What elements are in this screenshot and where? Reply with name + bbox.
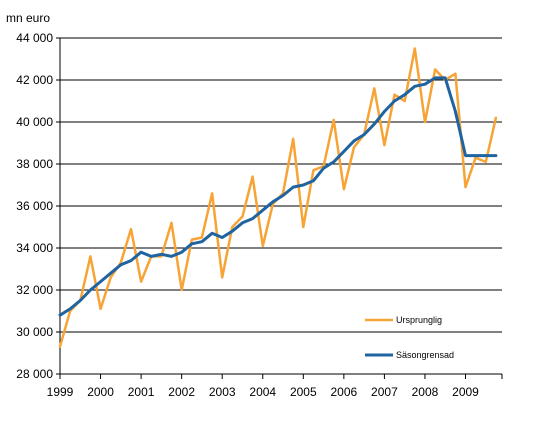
legend: Ursprunglig Säsongrensad <box>365 315 454 360</box>
legend-label-ursprunglig: Ursprunglig <box>396 315 442 325</box>
y-tick-label: 38 000 <box>16 157 53 171</box>
series-lines <box>58 47 498 348</box>
x-tick-label: 2003 <box>209 385 236 399</box>
y-tick-label: 32 000 <box>16 283 53 297</box>
x-tick-label: 2009 <box>452 385 479 399</box>
y-tick-labels: 28 000 30 000 32 000 34 000 36 000 38 000 40 0… <box>16 31 53 381</box>
y-tick-label: 30 000 <box>16 325 53 339</box>
y-tick-label: 34 000 <box>16 241 53 255</box>
series-line-sasongrensad <box>58 76 498 317</box>
y-tick-label: 42 000 <box>16 73 53 87</box>
y-unit-label: mn euro <box>6 11 50 25</box>
x-tick-label: 2007 <box>371 385 398 399</box>
axes <box>56 37 503 379</box>
legend-label-sasongrensad: Säsongrensad <box>396 350 454 360</box>
x-tick-label: 2000 <box>87 385 114 399</box>
y-tick-label: 40 000 <box>16 115 53 129</box>
x-tick-label: 2004 <box>249 385 276 399</box>
x-tick-label: 2006 <box>331 385 358 399</box>
x-tick-label: 2002 <box>168 385 195 399</box>
x-tick-labels: 1999 2000 2001 2002 2003 2004 2005 2006 2007 2008… <box>47 385 480 399</box>
y-tick-label: 36 000 <box>16 199 53 213</box>
y-tick-label: 44 000 <box>16 31 53 45</box>
x-tick-label: 2005 <box>290 385 317 399</box>
x-tick-label: 1999 <box>47 385 74 399</box>
x-tick-label: 2001 <box>128 385 155 399</box>
gridlines <box>60 37 502 333</box>
x-tick-label: 2008 <box>412 385 439 399</box>
y-tick-label: 28 000 <box>16 367 53 381</box>
